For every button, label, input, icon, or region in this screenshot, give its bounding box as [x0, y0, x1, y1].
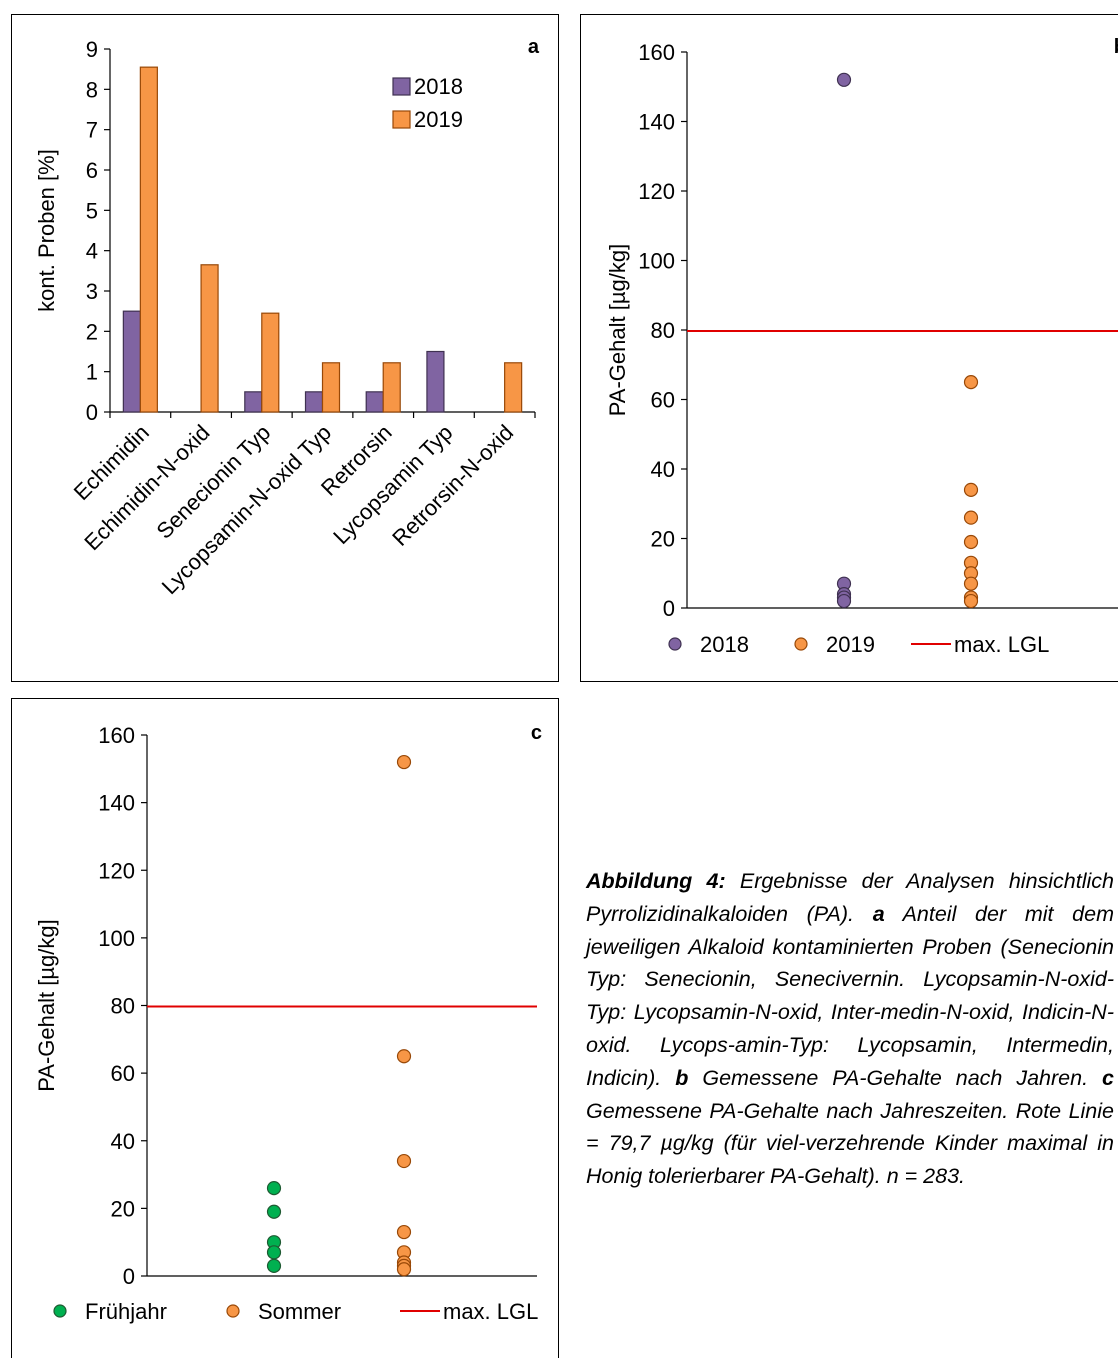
bar-2019-0 [139, 66, 158, 413]
legend-label-b: max. LGL [954, 632, 1049, 657]
legend-label-a: 2018 [414, 74, 463, 99]
y-tick-label-a: 3 [86, 279, 98, 304]
legend-label-c: Frühjahr [85, 1299, 167, 1324]
y-tick-label-b: 100 [638, 249, 675, 274]
point-2019-3 [963, 534, 979, 550]
legend-label-b: 2019 [826, 632, 875, 657]
bar-2019-4 [382, 362, 401, 413]
y-tick-label-a: 0 [86, 400, 98, 425]
panel-c: c PA-Gehalt [µg/kg] 0 20 40 60 80 100 120 140 160 F… [11, 698, 559, 1358]
y-axis-label-a: kont. Proben [%] [34, 149, 59, 312]
point-Frühjahr-3 [266, 1245, 282, 1260]
legend-label-a: 2019 [414, 107, 463, 132]
point-2019-1 [963, 482, 979, 497]
figure-caption: Abbildung 4: Ergebnisse der Analysen hin… [586, 865, 1114, 1193]
y-tick-label-c: 120 [98, 858, 135, 883]
y-tick-label-b: 140 [638, 110, 675, 135]
point-Sommer-2 [396, 1153, 412, 1169]
y-tick-label-c: 0 [123, 1264, 135, 1289]
legend-marker-b [794, 637, 808, 651]
y-tick-label-c: 20 [111, 1196, 135, 1221]
y-tick-label-a: 5 [86, 198, 98, 223]
point-2019-6 [963, 576, 979, 591]
legend-label-c: max. LGL [443, 1299, 538, 1324]
point-Sommer-3 [396, 1224, 412, 1240]
point-Sommer-1 [396, 1049, 412, 1064]
bar-2018-3 [304, 391, 324, 413]
y-tick-label-b: 0 [663, 596, 675, 621]
point-2018-0 [836, 72, 852, 87]
y-tick-label-b: 60 [651, 388, 675, 413]
y-tick-label-a: 6 [86, 158, 98, 183]
panel-b: b PA-Gehalt [µg/kg] 0 20 40 60 80 100 120 140 160 2… [580, 14, 1118, 682]
legend-label-b: 2018 [700, 632, 749, 657]
point-Sommer-7 [396, 1262, 412, 1277]
point-Sommer-0 [396, 754, 412, 770]
legend-marker-c [226, 1304, 240, 1318]
caption-a-text: Anteil der mit dem jeweiligen Alkaloid k… [586, 901, 1114, 1090]
legend-swatch-a [392, 110, 411, 129]
bar-2019-3 [321, 362, 341, 413]
y-tick-label-b: 20 [651, 527, 675, 552]
y-tick-label-c: 60 [111, 1061, 135, 1086]
y-tick-label-a: 8 [86, 77, 98, 102]
y-tick-label-b: 120 [638, 179, 675, 204]
point-2018-4 [836, 593, 852, 609]
bar-2018-2 [244, 391, 263, 413]
bar-2019-2 [261, 312, 280, 413]
y-axis-label-b: PA-Gehalt [µg/kg] [605, 244, 630, 416]
y-tick-label-b: 40 [651, 457, 675, 482]
y-tick-label-c: 140 [98, 791, 135, 816]
y-tick-label-b: 160 [638, 40, 675, 65]
point-2019-0 [963, 375, 979, 390]
y-tick-label-a: 2 [86, 319, 98, 344]
y-tick-label-c: 160 [98, 723, 135, 748]
legend-marker-c [53, 1304, 67, 1318]
point-Frühjahr-0 [266, 1180, 282, 1196]
scatter-chart-b: b PA-Gehalt [µg/kg] 0 20 40 60 80 100 120 140 160 2… [605, 36, 1118, 657]
y-tick-label-a: 4 [86, 239, 98, 264]
caption-b-text: Gemessene PA-Gehalte nach Jahren. [688, 1065, 1103, 1090]
y-tick-label-a: 9 [86, 37, 98, 62]
legend-swatch-a [392, 77, 411, 96]
panel-a: a kont. Proben [%] 0 1 2 3 4 5 6 7 8 9 Echimidin Echi… [11, 14, 559, 682]
point-2019-2 [963, 510, 979, 525]
bar-2019-6 [504, 362, 523, 413]
y-axis-label-c: PA-Gehalt [µg/kg] [34, 919, 59, 1091]
y-tick-label-c: 100 [98, 926, 135, 951]
y-tick-label-a: 7 [86, 118, 98, 143]
panel-label-b: b [1114, 36, 1118, 58]
caption-a-label: a [872, 901, 885, 926]
bar-2019-1 [200, 264, 219, 413]
bar-2018-5 [426, 350, 445, 413]
caption-b-label: b [675, 1065, 689, 1090]
y-tick-label-a: 1 [86, 360, 98, 385]
point-Frühjahr-4 [266, 1258, 282, 1273]
caption-intro: Ergebnisse der Analysen hinsichtlich Pyr… [586, 869, 1114, 926]
scatter-chart-c: c PA-Gehalt [µg/kg] 0 20 40 60 80 100 120 140 160 F… [34, 722, 542, 1324]
bar-2018-0 [122, 310, 141, 413]
y-tick-label-c: 40 [111, 1129, 135, 1154]
caption-label: Abbildung 4: [586, 869, 726, 893]
point-Frühjahr-1 [266, 1204, 282, 1219]
legend-marker-b [668, 637, 682, 651]
bar-2018-4 [365, 391, 384, 413]
caption-c-text: Gemessene PA-Gehalte nach Jahreszeiten. … [586, 1098, 1114, 1189]
caption-c-label: c [1102, 1065, 1114, 1090]
y-tick-label-c: 80 [111, 994, 135, 1019]
point-2019-8 [963, 593, 979, 609]
legend-label-c: Sommer [258, 1299, 341, 1324]
panel-label-c: c [531, 722, 542, 744]
y-tick-label-b: 80 [651, 318, 675, 343]
panel-label-a: a [528, 36, 540, 58]
